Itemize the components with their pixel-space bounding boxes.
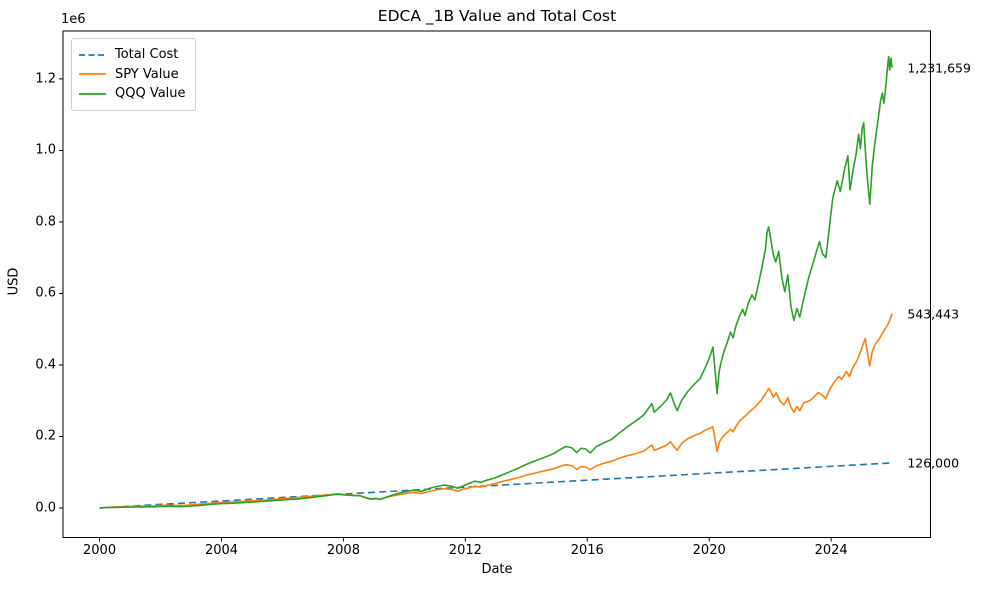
y-tick-label: 0.6 — [35, 285, 56, 301]
y-tick-label: 0.2 — [35, 428, 56, 444]
series-line-spy-value — [99, 313, 893, 509]
legend-item: QQQ Value — [79, 84, 186, 104]
end-value-annotation: 1,231,659 — [907, 60, 971, 76]
series-line-qqq-value — [99, 55, 893, 509]
y-tick-label: 0.0 — [35, 500, 56, 516]
plot-spines — [62, 30, 931, 538]
x-tick-label: 2024 — [814, 543, 848, 558]
legend-label: Total Cost — [115, 47, 179, 63]
legend-label: QQQ Value — [115, 86, 186, 102]
x-tick-label: 2020 — [692, 543, 726, 558]
end-value-annotation: 126,000 — [907, 455, 960, 471]
legend-line-sample — [79, 53, 106, 56]
x-axis-label: Date — [481, 562, 513, 577]
x-tick-label: 2000 — [83, 543, 117, 558]
y-tick-label: 1.0 — [35, 142, 56, 158]
legend-label: SPY Value — [115, 66, 179, 82]
y-tick-label: 0.8 — [35, 214, 56, 230]
legend-line-sample — [79, 73, 106, 76]
legend: Total Cost SPY Value QQQ Value — [71, 38, 196, 111]
end-value-annotation: 543,443 — [907, 306, 960, 322]
legend-item: SPY Value — [79, 65, 186, 85]
series-line-total-cost — [99, 462, 893, 509]
x-tick-label: 2016 — [570, 543, 604, 558]
x-tick-label: 2012 — [448, 543, 482, 558]
chart-title: EDCA _1B Value and Total Cost — [377, 7, 617, 25]
x-tick-label: 2004 — [204, 543, 239, 558]
legend-item: Total Cost — [79, 45, 186, 65]
y-axis-label: USD — [6, 267, 22, 296]
x-tick-label: 2008 — [326, 543, 360, 558]
y-tick-label: 1.2 — [35, 71, 56, 87]
y-axis-offset-text: 1e6 — [61, 12, 86, 27]
legend-line-sample — [79, 92, 106, 95]
y-tick-label: 0.4 — [35, 357, 56, 373]
